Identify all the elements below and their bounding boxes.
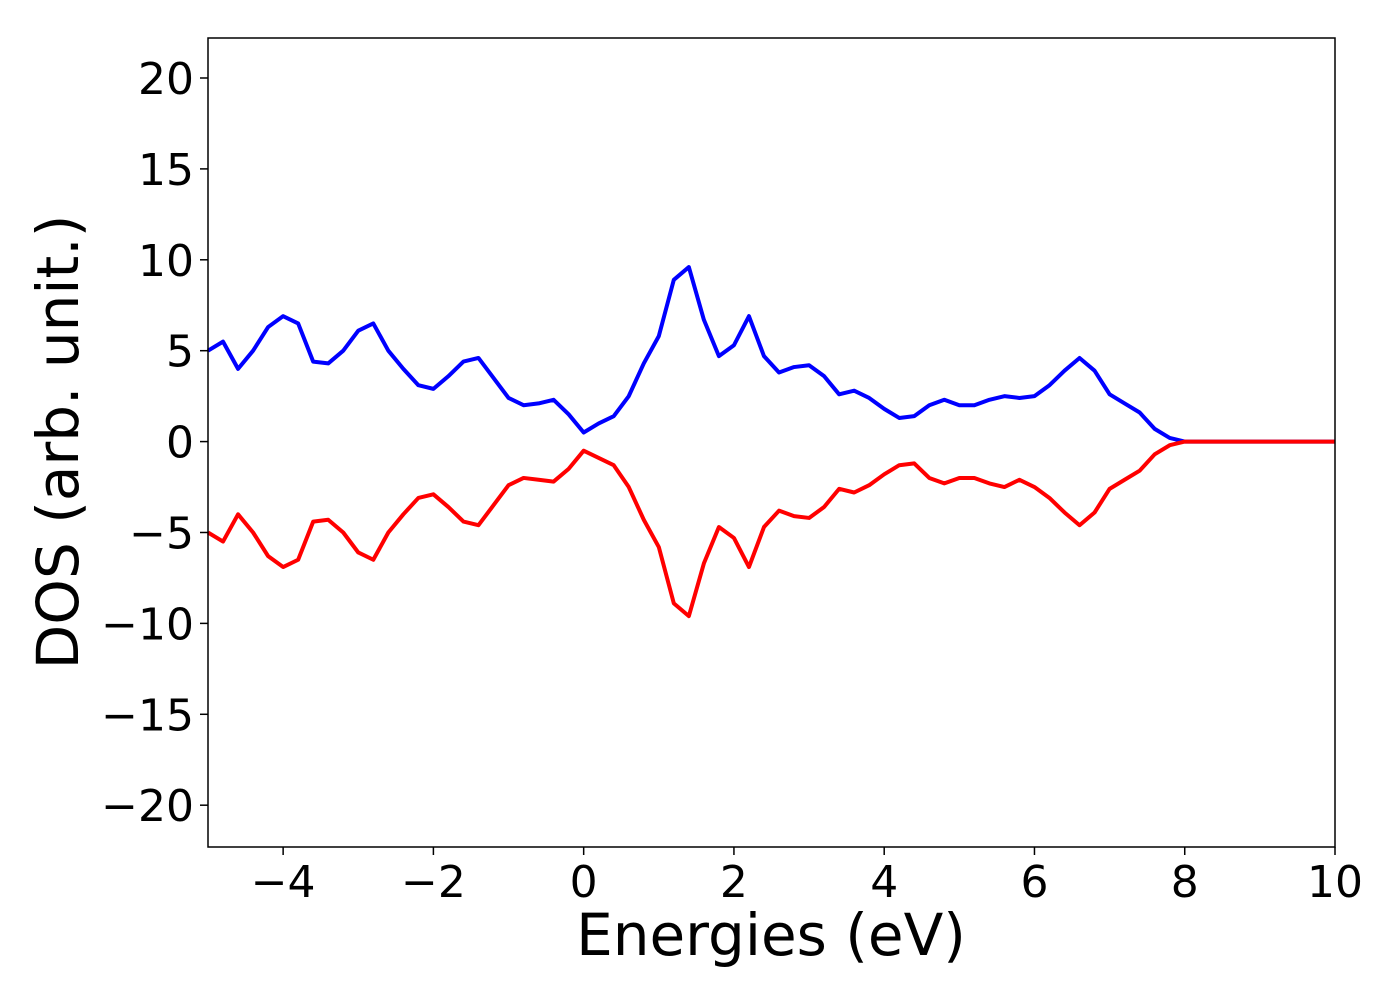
x-tick-label: 6 [1020,857,1048,908]
y-tick-label: 20 [138,54,194,105]
x-tick-label: 8 [1171,857,1199,908]
x-axis-label: Energies (eV) [576,901,966,969]
y-tick-label: −5 [129,508,194,559]
y-tick-label: 15 [138,145,194,196]
y-tick-label: 10 [138,236,194,287]
y-axis-label: DOS (arb. unit.) [24,215,92,670]
y-tick-label: 5 [166,327,194,378]
x-tick-label: 2 [720,857,748,908]
x-tick-label: 0 [570,857,598,908]
y-tick-label: −20 [101,781,194,832]
x-tick-label: 10 [1307,857,1363,908]
plot-frame [207,37,1336,848]
x-tick-label: 4 [870,857,898,908]
x-tick-label: −4 [251,857,316,908]
x-tick-label: −2 [401,857,466,908]
y-tick-label: −10 [101,599,194,650]
dos-line [206,265,1335,444]
dos-line [206,439,1335,619]
y-tick-label: −15 [101,690,194,741]
y-tick-label: 0 [166,418,194,469]
